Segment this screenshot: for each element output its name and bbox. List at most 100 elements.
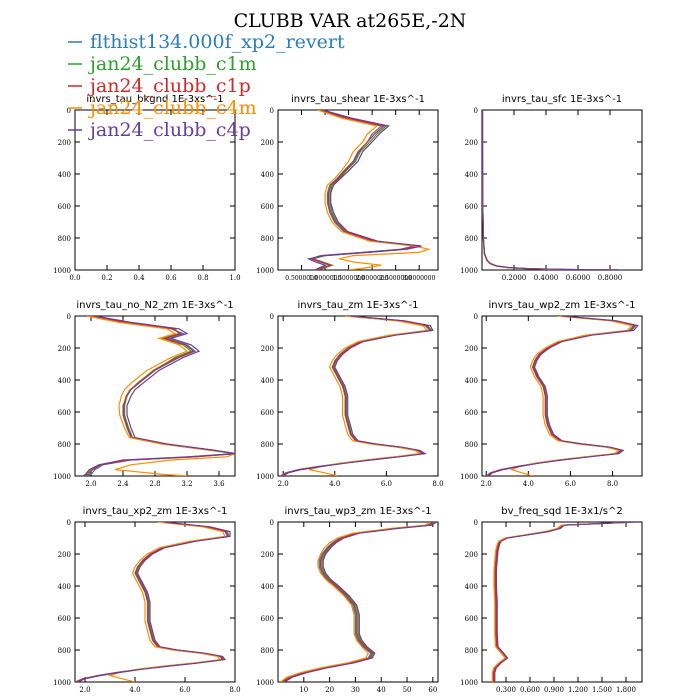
y-tick-label: 0 (67, 519, 71, 527)
series-line-4 (482, 110, 617, 270)
y-tick-label: 800 (465, 441, 478, 449)
x-tick-label: 1.800 (616, 686, 636, 694)
x-tick-label: 2.0 (278, 480, 289, 488)
legend-label: flthist134.000f_xp2_revert (90, 31, 345, 53)
series-line-5 (82, 316, 235, 476)
panel-5: invrs_tau_zm 1E-3xs^-1 0 200 400 600 800 1000 2… (256, 300, 443, 488)
series-line-3 (309, 110, 417, 270)
y-tick-label: 600 (465, 203, 478, 211)
series-line-4 (317, 110, 431, 270)
panel-title: invrs_tau_sfc 1E-3xs^-1 (502, 94, 622, 105)
panel-title: invrs_tau_zm 1E-3xs^-1 (297, 300, 418, 311)
x-tick-label: 0.8 (197, 274, 208, 282)
y-tick-label: 400 (261, 171, 274, 179)
y-tick-label: 1000 (53, 267, 71, 275)
series-line-1 (86, 316, 235, 476)
panel-title: invrs_tau_bkgnd 1E-3xs^-1 (86, 94, 223, 105)
x-tick-label: 2.4 (117, 480, 129, 488)
x-tick-label: 0.4 (133, 274, 145, 282)
panel-title: invrs_tau_no_N2_zm 1E-3xs^-1 (76, 300, 233, 311)
y-tick-label: 600 (465, 615, 478, 623)
y-tick-label: 800 (58, 441, 71, 449)
y-tick-label: 1000 (460, 679, 478, 687)
x-tick-label: 0.300 (496, 686, 516, 694)
x-tick-label: 6.0 (565, 480, 576, 488)
y-tick-label: 600 (261, 203, 274, 211)
y-tick-label: 1000 (53, 679, 71, 687)
x-tick-label: 0.6000 (566, 274, 591, 282)
x-tick-label: 0.5000000 (285, 275, 318, 282)
series-line-1 (485, 316, 635, 476)
panel-9: bv_freq_sqd 1E-3x1/s^2 0 200 400 600 800 1000 0… (460, 506, 643, 694)
series-line-2 (282, 522, 436, 682)
y-tick-label: 800 (58, 235, 71, 243)
panel-title: invrs_tau_xp2_zm 1E-3xs^-1 (83, 506, 228, 517)
x-tick-label: 2.0 (481, 480, 492, 488)
plot-frame (74, 315, 236, 477)
x-tick-label: 1.0 (229, 274, 240, 282)
x-tick-label: 0.6 (165, 274, 177, 282)
series-line-2 (493, 522, 635, 682)
x-tick-label: 2.5000000 (379, 275, 412, 282)
series-line-4 (308, 316, 430, 476)
x-tick-label: 30 (351, 686, 360, 694)
y-tick-label: 200 (261, 345, 274, 353)
series-group (491, 522, 635, 682)
y-tick-label: 0 (474, 519, 478, 527)
x-tick-label: 2.0 (79, 686, 90, 694)
x-tick-label: 8.0 (229, 686, 240, 694)
panel-title: invrs_tau_shear 1E-3xs^-1 (291, 94, 425, 105)
legend-label: jan24_clubb_c4m (88, 97, 257, 119)
panel-7: invrs_tau_xp2_zm 1E-3xs^-1 0 200 400 600 800 1… (53, 506, 240, 694)
series-line-5 (487, 316, 639, 476)
series-line-1 (482, 110, 619, 270)
plot-frame (74, 109, 236, 271)
series-line-4 (491, 522, 635, 682)
y-tick-label: 1000 (460, 267, 478, 275)
series-line-5 (282, 316, 434, 476)
series-line-2 (281, 316, 433, 476)
series-group (82, 316, 235, 476)
y-tick-label: 1000 (256, 473, 274, 481)
panel-1: invrs_tau_bkgnd 1E-3xs^-1 0 200 400 600 800 10… (53, 94, 240, 282)
plot-frame (74, 521, 236, 683)
x-tick-label: 6.0 (179, 686, 190, 694)
plot-frame (277, 109, 439, 271)
y-tick-label: 1000 (256, 267, 274, 275)
series-line-1 (280, 522, 434, 682)
series-line-3 (84, 316, 235, 476)
x-tick-label: 0.2 (101, 274, 112, 282)
y-tick-label: 600 (465, 409, 478, 417)
y-tick-label: 400 (261, 377, 274, 385)
y-tick-label: 600 (58, 409, 71, 417)
series-line-5 (494, 522, 635, 682)
y-tick-label: 200 (465, 345, 478, 353)
y-tick-label: 1000 (256, 679, 274, 687)
series-line-1 (75, 522, 229, 682)
plot-frame (481, 521, 643, 683)
series-line-3 (486, 316, 636, 476)
series-line-5 (77, 522, 231, 682)
panels-group: invrs_tau_bkgnd 1E-3xs^-1 0 200 400 600 800 10… (53, 94, 643, 694)
x-tick-label: 8.0 (607, 480, 618, 488)
y-tick-label: 600 (58, 203, 71, 211)
x-tick-label: 2.0000000 (356, 275, 389, 282)
x-tick-label: 0.8000 (598, 274, 623, 282)
series-line-2 (486, 316, 637, 476)
legend: flthist134.000f_xp2_revertjan24_clubb_c1… (68, 31, 345, 141)
panel-title: invrs_tau_wp2_zm 1E-3xs^-1 (489, 300, 636, 311)
plot-frame (481, 109, 643, 271)
panel-8: invrs_tau_wp3_zm 1E-3xs^-1 0 200 400 600 800 1… (256, 506, 439, 694)
series-group (280, 522, 438, 682)
y-tick-label: 0 (270, 519, 274, 527)
series-group (280, 316, 434, 476)
x-tick-label: 0.2000 (502, 274, 527, 282)
x-tick-label: 4.0 (129, 686, 140, 694)
y-tick-label: 200 (58, 345, 71, 353)
y-tick-label: 800 (261, 647, 274, 655)
y-tick-label: 400 (58, 583, 71, 591)
series-line-5 (482, 110, 623, 270)
plot-frame (277, 315, 439, 477)
y-tick-label: 200 (465, 139, 478, 147)
